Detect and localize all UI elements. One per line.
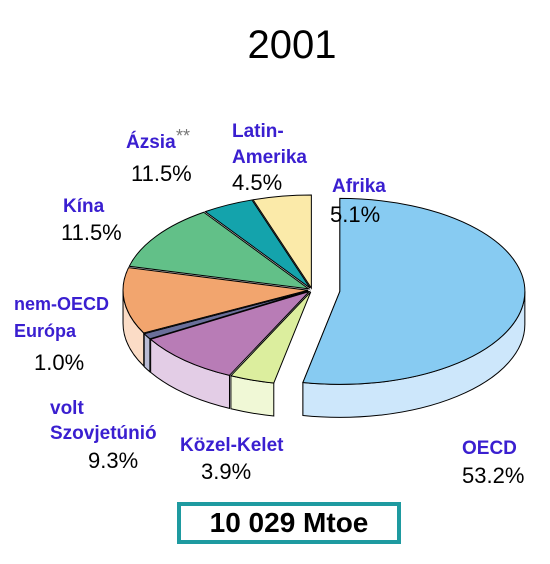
label-nem-oecd-line1: nem-OECD [14, 294, 109, 314]
slice-side-nem-oecd-europa [143, 332, 151, 373]
label-azsia-value: 11.5% [131, 161, 192, 186]
label-kina: Kína [63, 196, 105, 217]
slice-afrika [252, 194, 312, 290]
slice-latin-amerika [204, 199, 311, 289]
label-kozel-kelet-value: 3.9% [201, 459, 251, 484]
label-nem-oecd-value: 1.0% [34, 350, 84, 375]
slice-nem-oecd-europa [143, 290, 309, 340]
slice-oecd [302, 197, 526, 385]
slice-kina [122, 267, 309, 334]
label-oecd: OECD [462, 438, 517, 459]
total-box: 10 029 Mtoe [177, 502, 401, 544]
slice-kozel-kelet [229, 291, 312, 384]
pie-tops [122, 194, 526, 385]
slice-volt-szovjetunio [149, 290, 311, 376]
label-latin-amerika-line1: Latin- [232, 121, 284, 142]
total-value: 10 029 Mtoe [209, 507, 369, 538]
slice-azsia [128, 211, 311, 290]
label-oecd-value: 53.2% [462, 463, 524, 488]
chart-title: 2001 [248, 23, 337, 67]
label-nem-oecd-line2: Európa [14, 321, 77, 341]
label-afrika: Afrika [332, 176, 386, 197]
label-kina-value: 11.5% [61, 220, 122, 245]
label-azsia-asterisks: ** [176, 126, 190, 146]
label-latin-amerika-line2: Amerika [232, 147, 307, 168]
label-volt-value: 9.3% [88, 448, 138, 473]
label-latin-amerika-value: 4.5% [232, 170, 282, 195]
label-volt-line2: Szovjetúnió [50, 423, 157, 444]
label-afrika-value: 5.1% [330, 202, 380, 227]
label-kozel-kelet: Közel-Kelet [180, 435, 284, 456]
label-azsia: Ázsia [126, 131, 176, 153]
label-volt-line1: volt [50, 398, 84, 419]
